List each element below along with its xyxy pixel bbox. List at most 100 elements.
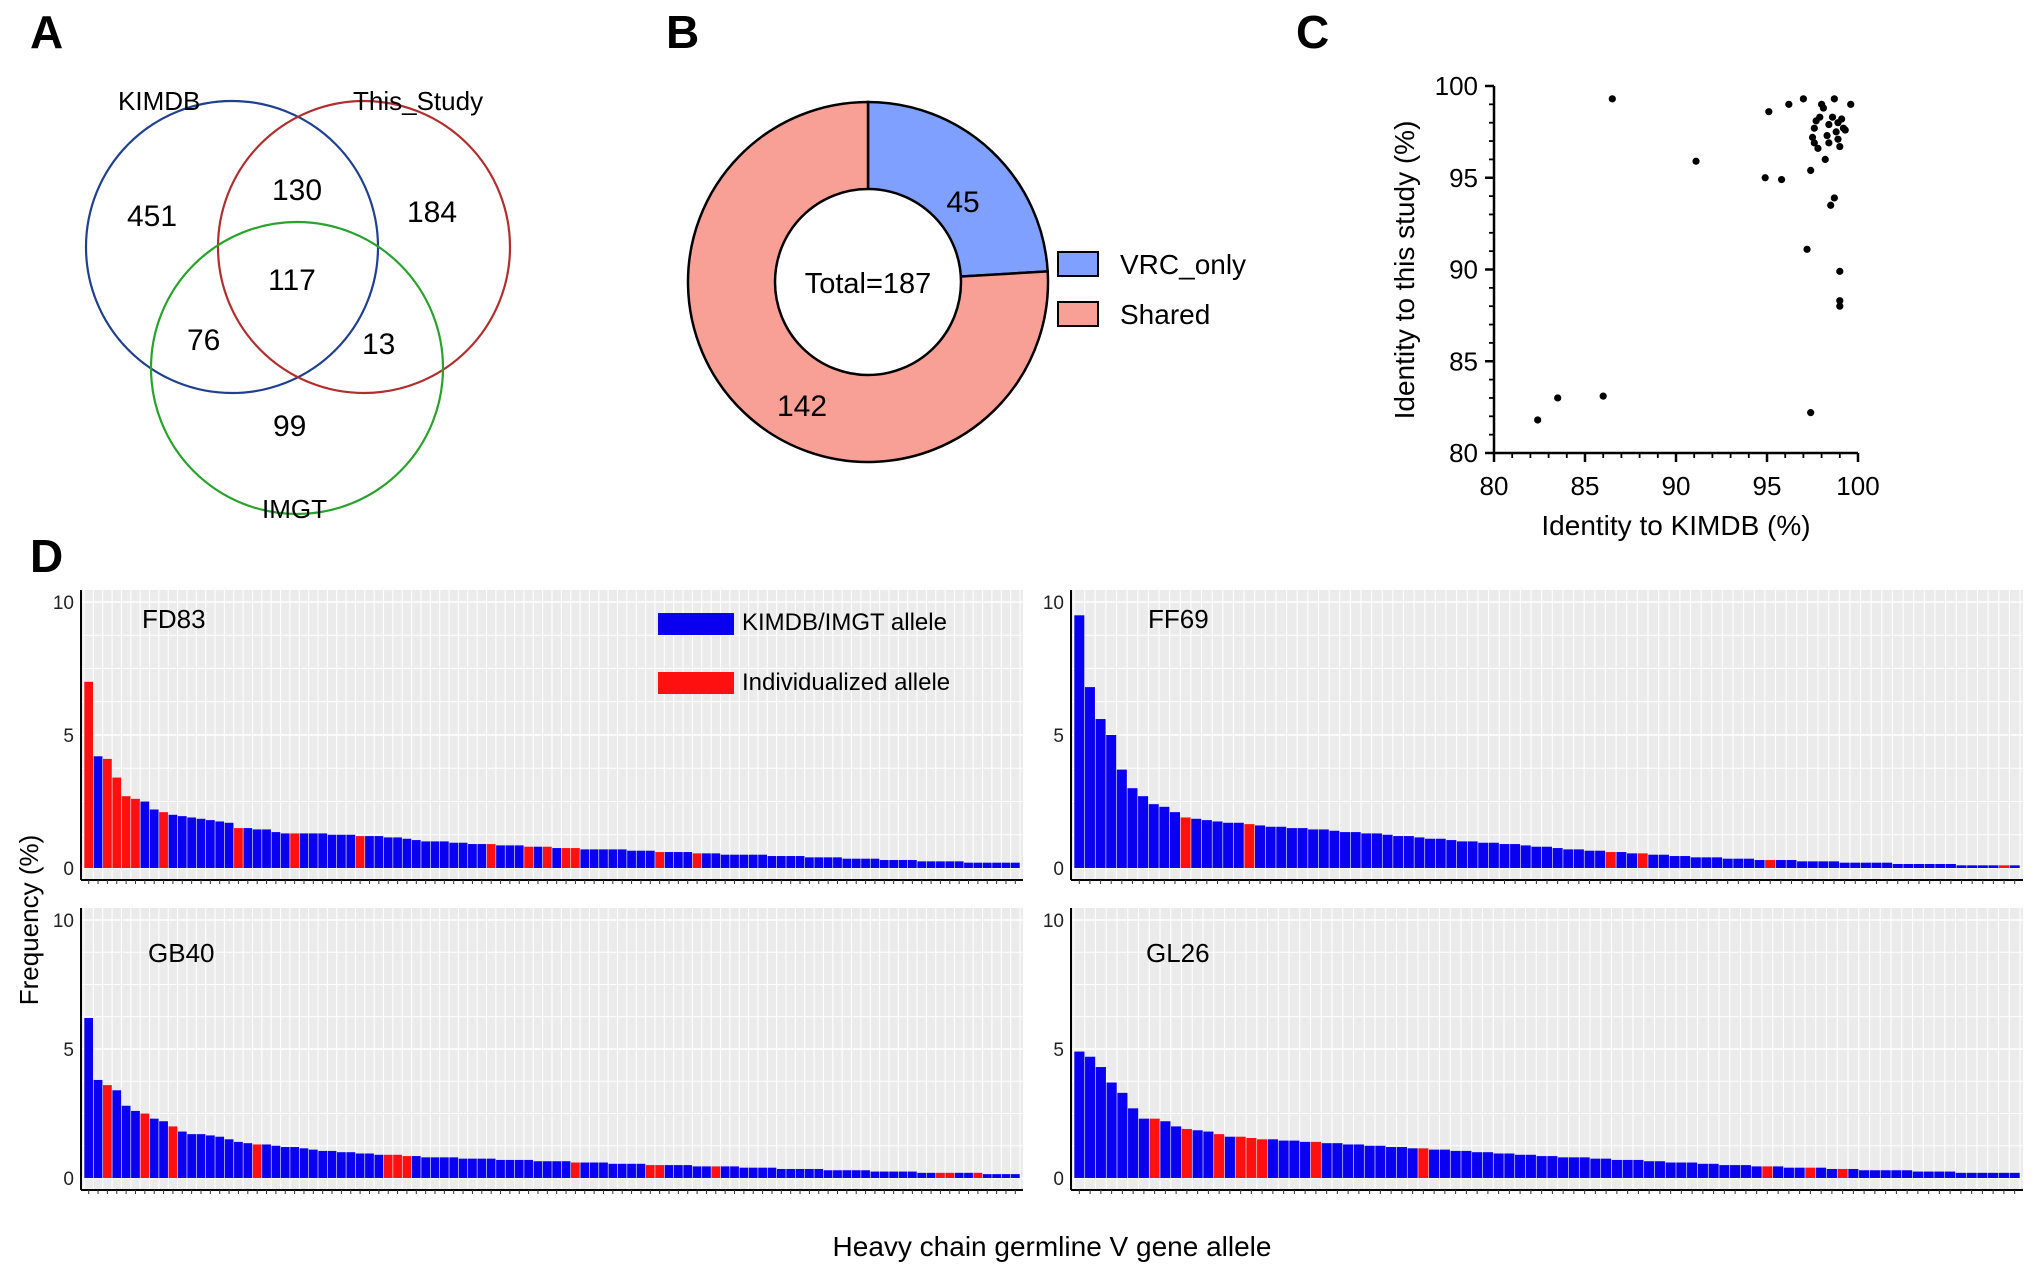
bar-kimdb-imgt [524, 1159, 533, 1178]
bar-kimdb-imgt [299, 1148, 309, 1178]
legend-label-kimdb-imgt: KIMDB/IMGT allele [742, 609, 947, 636]
bar-kimdb-imgt [730, 1166, 739, 1178]
bar-kimdb-imgt [1966, 1172, 1977, 1178]
bar-kimdb-imgt [131, 1110, 140, 1178]
bar-kimdb-imgt [673, 1165, 683, 1178]
bar-kimdb-imgt [468, 1158, 477, 1178]
bar-kimdb-imgt [1276, 826, 1287, 868]
legend-swatch-individualized [658, 672, 734, 694]
venn-circle-kimdb [84, 99, 380, 395]
bar-kimdb-imgt [1644, 1161, 1655, 1178]
bar-kimdb-imgt [1595, 850, 1606, 868]
bar-kimdb-imgt [187, 817, 197, 868]
bar-individualized [1235, 1136, 1246, 1178]
bar-kimdb-imgt [1286, 828, 1297, 868]
bar-kimdb-imgt [1403, 836, 1414, 868]
scatter-point [1777, 175, 1786, 184]
bar-kimdb-imgt [973, 862, 983, 868]
bar-kimdb-imgt [411, 840, 421, 868]
bar-kimdb-imgt [318, 833, 328, 868]
bar-individualized [1999, 865, 2010, 868]
bar-kimdb-imgt [1525, 1154, 1536, 1178]
bar-kimdb-imgt [1676, 1162, 1687, 1178]
bar-individualized [1180, 817, 1191, 868]
bar-kimdb-imgt [1321, 1143, 1332, 1178]
bar-kimdb-imgt [365, 836, 374, 868]
bar-kimdb-imgt [458, 842, 468, 868]
bar-kimdb-imgt [205, 1135, 215, 1178]
bar-kimdb-imgt [1751, 1166, 1762, 1178]
bar-individualized [936, 1172, 945, 1178]
bar-kimdb-imgt [1353, 1144, 1364, 1178]
bar-kimdb-imgt [954, 1172, 964, 1178]
bar-kimdb-imgt [262, 829, 271, 868]
bar-kimdb-imgt [1148, 804, 1159, 868]
scatter-point [1799, 95, 1807, 103]
bar-kimdb-imgt [1654, 1161, 1665, 1178]
bar-kimdb-imgt [1733, 858, 1744, 868]
bar-kimdb-imgt [533, 846, 543, 868]
scatter-x-tick-label: 95 [1753, 471, 1782, 501]
bar-kimdb-imgt [439, 1157, 449, 1178]
bar-y-tick-label: 5 [1053, 726, 1064, 747]
bar-individualized [168, 1126, 178, 1178]
bar-kimdb-imgt [776, 856, 786, 868]
venn-region-this-study-imgt: 13 [362, 328, 395, 361]
bar-kimdb-imgt [1414, 837, 1425, 868]
bar-kimdb-imgt [1797, 861, 1808, 868]
bar-kimdb-imgt [1967, 865, 1978, 868]
bar-kimdb-imgt [1740, 1165, 1751, 1178]
scatter-point [1554, 394, 1562, 402]
bar-y-tick-label: 10 [53, 593, 74, 614]
bar-kimdb-imgt [374, 836, 384, 868]
bar-kimdb-imgt [337, 834, 346, 868]
bar-kimdb-imgt [1701, 857, 1712, 868]
bar-panel-fd83: 0 5 10 FD83 [53, 590, 1023, 884]
scatter-point [1828, 113, 1837, 121]
bar-kimdb-imgt [149, 809, 159, 868]
scatter-point [1807, 409, 1815, 417]
bar-kimdb-imgt [430, 1157, 440, 1178]
bar-kimdb-imgt [271, 832, 281, 868]
bar-kimdb-imgt [776, 1168, 786, 1178]
bar-kimdb-imgt [1127, 788, 1138, 868]
bar-kimdb-imgt [1169, 812, 1180, 868]
bar-kimdb-imgt [1584, 850, 1595, 868]
legend-swatch-vrc-only [1057, 251, 1099, 277]
bar-kimdb-imgt [1882, 862, 1893, 868]
bar-kimdb-imgt [1552, 848, 1563, 868]
bar-kimdb-imgt [439, 841, 449, 868]
scatter-point [1841, 126, 1849, 134]
bar-kimdb-imgt [1794, 1167, 1805, 1178]
bar-kimdb-imgt [1945, 1171, 1956, 1178]
bar-individualized [355, 836, 365, 868]
bar-kimdb-imgt [870, 858, 880, 868]
bar-kimdb-imgt [1510, 844, 1521, 868]
venn-region-all-three: 117 [268, 264, 316, 297]
bar-kimdb-imgt [1482, 1152, 1493, 1178]
bar-kimdb-imgt [1289, 1140, 1300, 1178]
bar-individualized [393, 1154, 402, 1178]
bar-kimdb-imgt [243, 828, 253, 868]
bar-kimdb-imgt [805, 857, 814, 868]
bar-kimdb-imgt [1891, 1170, 1902, 1178]
bar-kimdb-imgt [514, 1159, 524, 1178]
bar-kimdb-imgt [308, 833, 318, 868]
bar-kimdb-imgt [842, 858, 852, 868]
bar-kimdb-imgt [1396, 1147, 1407, 1178]
scatter-point [1608, 95, 1616, 103]
bar-kimdb-imgt [1393, 836, 1404, 868]
bar-kimdb-imgt [1730, 1165, 1741, 1178]
scatter-point [1836, 267, 1844, 275]
bar-kimdb-imgt [505, 1159, 515, 1178]
legend-label-vrc-only: VRC_only [1120, 249, 1246, 280]
bar-kimdb-imgt [1001, 1174, 1011, 1178]
bar-kimdb-imgt [1493, 1153, 1504, 1178]
bar-individualized [1605, 852, 1616, 868]
bar-kimdb-imgt [702, 853, 711, 868]
bar-kimdb-imgt [421, 841, 431, 868]
bar-kimdb-imgt [1590, 1158, 1601, 1178]
bar-kimdb-imgt [365, 1153, 374, 1178]
bar-kimdb-imgt [627, 850, 636, 868]
bar-kimdb-imgt [1084, 687, 1095, 868]
